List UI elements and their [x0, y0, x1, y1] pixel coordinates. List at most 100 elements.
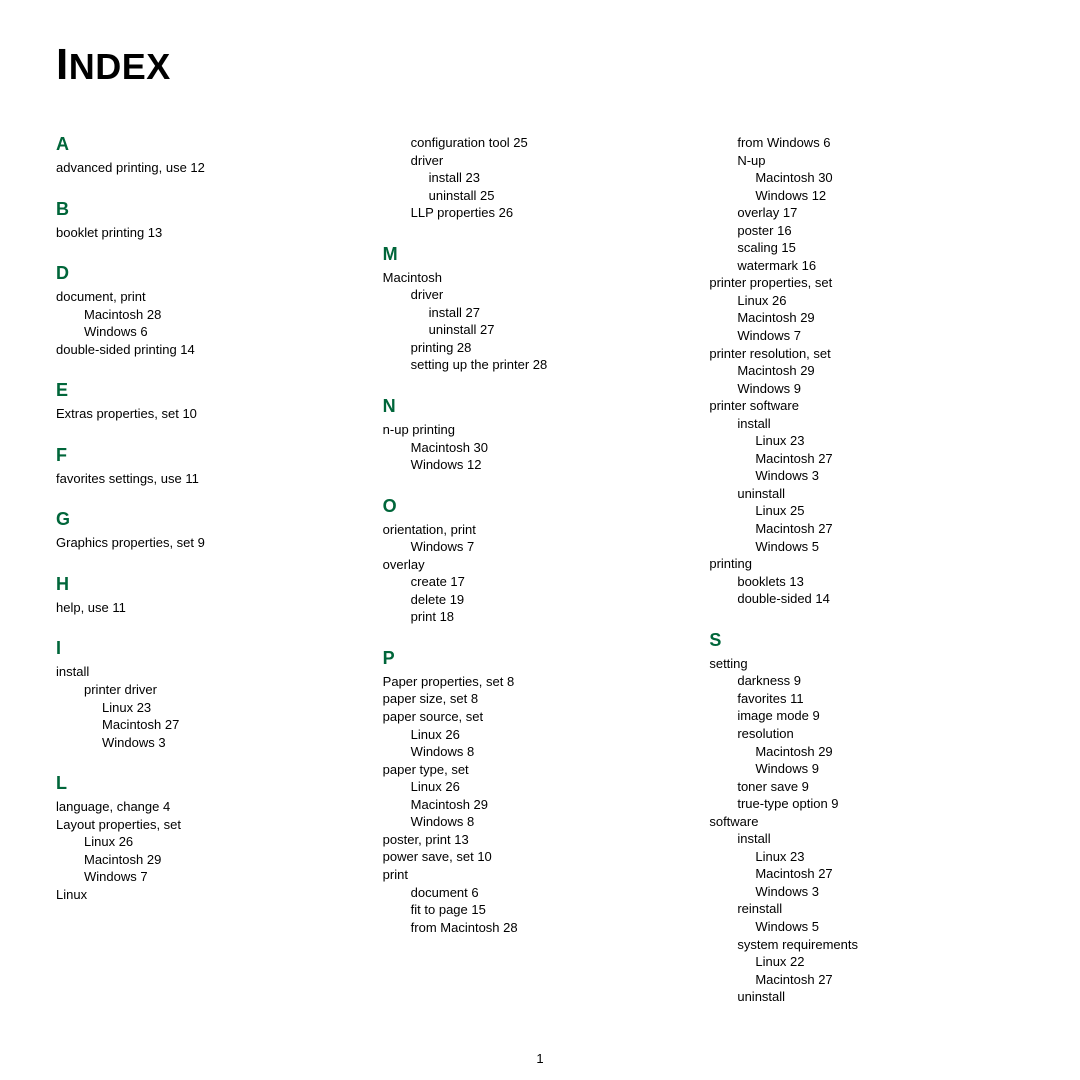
index-entry: fit to page 15	[383, 901, 698, 919]
index-entry: paper type, set	[383, 761, 698, 779]
index-entry: Macintosh 29	[383, 796, 698, 814]
index-entry: software	[709, 813, 1024, 831]
index-entry: driver	[383, 286, 698, 304]
index-entry: Linux 26	[383, 778, 698, 796]
index-entry: printer driver	[56, 681, 371, 699]
index-entry: print 18	[383, 608, 698, 626]
index-entry: Linux 26	[383, 726, 698, 744]
index-entry: Macintosh 27	[709, 971, 1024, 989]
index-entry: toner save 9	[709, 778, 1024, 796]
index-entry: Layout properties, set	[56, 816, 371, 834]
index-letter: H	[56, 574, 371, 595]
index-letter: S	[709, 630, 1024, 651]
index-entry: uninstall	[709, 988, 1024, 1006]
index-entry: overlay 17	[709, 204, 1024, 222]
index-entry: printer properties, set	[709, 274, 1024, 292]
index-entry: Windows 7	[383, 538, 698, 556]
index-columns: Aadvanced printing, use 12 Bbooklet print…	[56, 134, 1024, 1006]
index-entry: uninstall	[709, 485, 1024, 503]
index-entry: resolution	[709, 725, 1024, 743]
index-entry: LLP properties 26	[383, 204, 698, 222]
index-entry: Macintosh	[383, 269, 698, 287]
index-entry: Macintosh 29	[56, 851, 371, 869]
page-number: 1	[0, 1051, 1080, 1066]
index-entry: orientation, print	[383, 521, 698, 539]
index-letter: P	[383, 648, 698, 669]
index-entry: poster 16	[709, 222, 1024, 240]
index-letter: D	[56, 263, 371, 284]
index-entry: Macintosh 28	[56, 306, 371, 324]
index-entry: Linux	[56, 886, 371, 904]
index-entry: paper source, set	[383, 708, 698, 726]
index-entry: language, change 4	[56, 798, 371, 816]
index-entry: paper size, set 8	[383, 690, 698, 708]
index-entry: install	[56, 663, 371, 681]
index-entry: system requirements	[709, 936, 1024, 954]
index-entry: Macintosh 27	[56, 716, 371, 734]
index-entry: poster, print 13	[383, 831, 698, 849]
index-entry: Windows 5	[709, 918, 1024, 936]
index-entry: Windows 3	[709, 467, 1024, 485]
index-letter: B	[56, 199, 371, 220]
index-entry: Graphics properties, set 9	[56, 534, 371, 552]
index-entry: Linux 23	[56, 699, 371, 717]
index-letter: I	[56, 638, 371, 659]
index-letter: A	[56, 134, 371, 155]
index-entry: double-sided printing 14	[56, 341, 371, 359]
index-letter: O	[383, 496, 698, 517]
index-entry: printer software	[709, 397, 1024, 415]
index-entry: reinstall	[709, 900, 1024, 918]
index-entry: Macintosh 29	[709, 309, 1024, 327]
index-letter: F	[56, 445, 371, 466]
index-letter: M	[383, 244, 698, 265]
index-entry: delete 19	[383, 591, 698, 609]
index-entry: booklet printing 13	[56, 224, 371, 242]
index-entry: Macintosh 29	[709, 743, 1024, 761]
index-column: Aadvanced printing, use 12 Bbooklet print…	[56, 134, 371, 1006]
index-entry: uninstall 27	[383, 321, 698, 339]
index-entry: Linux 23	[709, 848, 1024, 866]
index-entry: n-up printing	[383, 421, 698, 439]
index-entry: install 27	[383, 304, 698, 322]
title-cap: I	[56, 40, 69, 89]
index-entry: create 17	[383, 573, 698, 591]
index-entry: Windows 7	[56, 868, 371, 886]
index-entry: double-sided 14	[709, 590, 1024, 608]
index-entry: Extras properties, set 10	[56, 405, 371, 423]
index-entry: print	[383, 866, 698, 884]
index-entry: document, print	[56, 288, 371, 306]
title-rest: NDEX	[69, 46, 171, 87]
index-letter: L	[56, 773, 371, 794]
index-entry: Windows 9	[709, 760, 1024, 778]
index-entry: booklets 13	[709, 573, 1024, 591]
index-entry: Windows 7	[709, 327, 1024, 345]
index-entry: scaling 15	[709, 239, 1024, 257]
index-entry: Windows 6	[56, 323, 371, 341]
index-entry: Windows 8	[383, 813, 698, 831]
index-entry: Windows 5	[709, 538, 1024, 556]
index-entry: Paper properties, set 8	[383, 673, 698, 691]
index-letter: E	[56, 380, 371, 401]
index-entry: Windows 3	[56, 734, 371, 752]
index-entry: printing 28	[383, 339, 698, 357]
index-entry: help, use 11	[56, 599, 371, 617]
index-entry: power save, set 10	[383, 848, 698, 866]
index-entry: from Macintosh 28	[383, 919, 698, 937]
index-entry: document 6	[383, 884, 698, 902]
index-entry: darkness 9	[709, 672, 1024, 690]
index-letter: N	[383, 396, 698, 417]
index-entry: install	[709, 830, 1024, 848]
index-entry: advanced printing, use 12	[56, 159, 371, 177]
index-entry: Macintosh 27	[709, 520, 1024, 538]
index-entry: Linux 22	[709, 953, 1024, 971]
index-entry: printing	[709, 555, 1024, 573]
index-entry: overlay	[383, 556, 698, 574]
index-entry: from Windows 6	[709, 134, 1024, 152]
page-title: INDEX	[56, 40, 1024, 90]
index-entry: driver	[383, 152, 698, 170]
index-entry: Windows 12	[383, 456, 698, 474]
index-entry: Linux 26	[56, 833, 371, 851]
index-entry: Linux 26	[709, 292, 1024, 310]
index-entry: watermark 16	[709, 257, 1024, 275]
index-entry: image mode 9	[709, 707, 1024, 725]
